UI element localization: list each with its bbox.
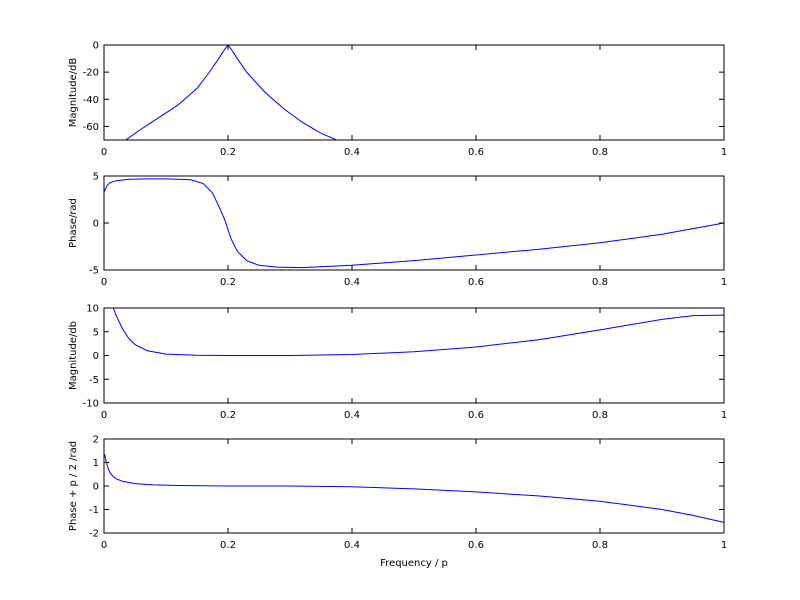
y-tick-label: 2 — [93, 435, 99, 446]
y-tick-label: 10 — [86, 304, 99, 315]
y-tick-label: 5 — [93, 327, 99, 338]
x-tick-label: 0.2 — [220, 410, 236, 421]
y-axis-label: Phase + p / 2 /rad — [68, 441, 79, 531]
y-tick-label: 0 — [93, 482, 99, 493]
x-tick-label: 0.8 — [592, 147, 608, 158]
x-tick-label: 0.8 — [592, 540, 608, 551]
x-tick-label: 1 — [721, 540, 727, 551]
x-tick-label: 0.6 — [468, 410, 484, 421]
series-line-2-1 — [104, 178, 724, 269]
x-tick-label: 0 — [101, 410, 107, 421]
x-tick-label: 0.6 — [468, 147, 484, 158]
y-axis-label: Magnitude/dB — [68, 58, 79, 128]
x-tick-label: 0 — [101, 147, 107, 158]
x-tick-label: 0.8 — [592, 277, 608, 288]
subplot-1: 0 0.2 0.4 0.6 0.8 1 -60 -40 -20 0 Magnitude/dB — [68, 41, 727, 159]
series-line-1-1 — [125, 45, 337, 140]
subplot-3: 0 0.2 0.4 0.6 0.8 1 -10 -5 0 5 10 Magnitude/db — [68, 304, 727, 422]
x-tick-label: 0.4 — [344, 277, 360, 288]
series-line-3-1 — [112, 308, 724, 356]
x-tick-label: 0.8 — [592, 410, 608, 421]
x-axis-label: Frequency / p — [380, 558, 448, 569]
x-tick-label: 0.6 — [468, 277, 484, 288]
y-tick-label: -60 — [83, 122, 99, 133]
subplot-4: 0 0.2 0.4 0.6 0.8 1 -2 -1 0 1 2 Phase + p / 2 /rad — [68, 435, 727, 552]
y-tick-label: 0 — [93, 351, 99, 362]
y-tick-label: -1 — [89, 505, 99, 516]
x-tick-label: 0.6 — [468, 540, 484, 551]
x-tick-label: 0.4 — [344, 147, 360, 158]
x-tick-label: 1 — [721, 277, 727, 288]
y-tick-label: -20 — [83, 68, 99, 79]
y-tick-label: -2 — [89, 529, 99, 540]
x-tick-label: 0.4 — [344, 540, 360, 551]
x-tick-label: 0.2 — [220, 147, 236, 158]
x-tick-label: 1 — [721, 147, 727, 158]
x-tick-label: 0.2 — [220, 540, 236, 551]
y-axis-label: Magnitude/db — [68, 321, 79, 390]
y-tick-label: -10 — [83, 399, 99, 410]
y-tick-label: 5 — [93, 172, 99, 183]
x-tick-label: 0.4 — [344, 410, 360, 421]
x-tick-label: 0 — [101, 540, 107, 551]
series-line-4-1 — [104, 454, 724, 523]
y-tick-label: -5 — [89, 375, 99, 386]
x-tick-label: 1 — [721, 410, 727, 421]
x-tick-label: 0.2 — [220, 277, 236, 288]
axes-frame — [103, 44, 725, 141]
x-tick-label: 0 — [101, 277, 107, 288]
y-tick-label: 0 — [93, 219, 99, 230]
y-tick-label: -5 — [89, 266, 99, 277]
y-axis-label: Phase/rad — [68, 198, 79, 248]
y-tick-label: -40 — [83, 95, 99, 106]
y-tick-label: 0 — [93, 41, 99, 52]
y-tick-label: 1 — [93, 458, 99, 469]
